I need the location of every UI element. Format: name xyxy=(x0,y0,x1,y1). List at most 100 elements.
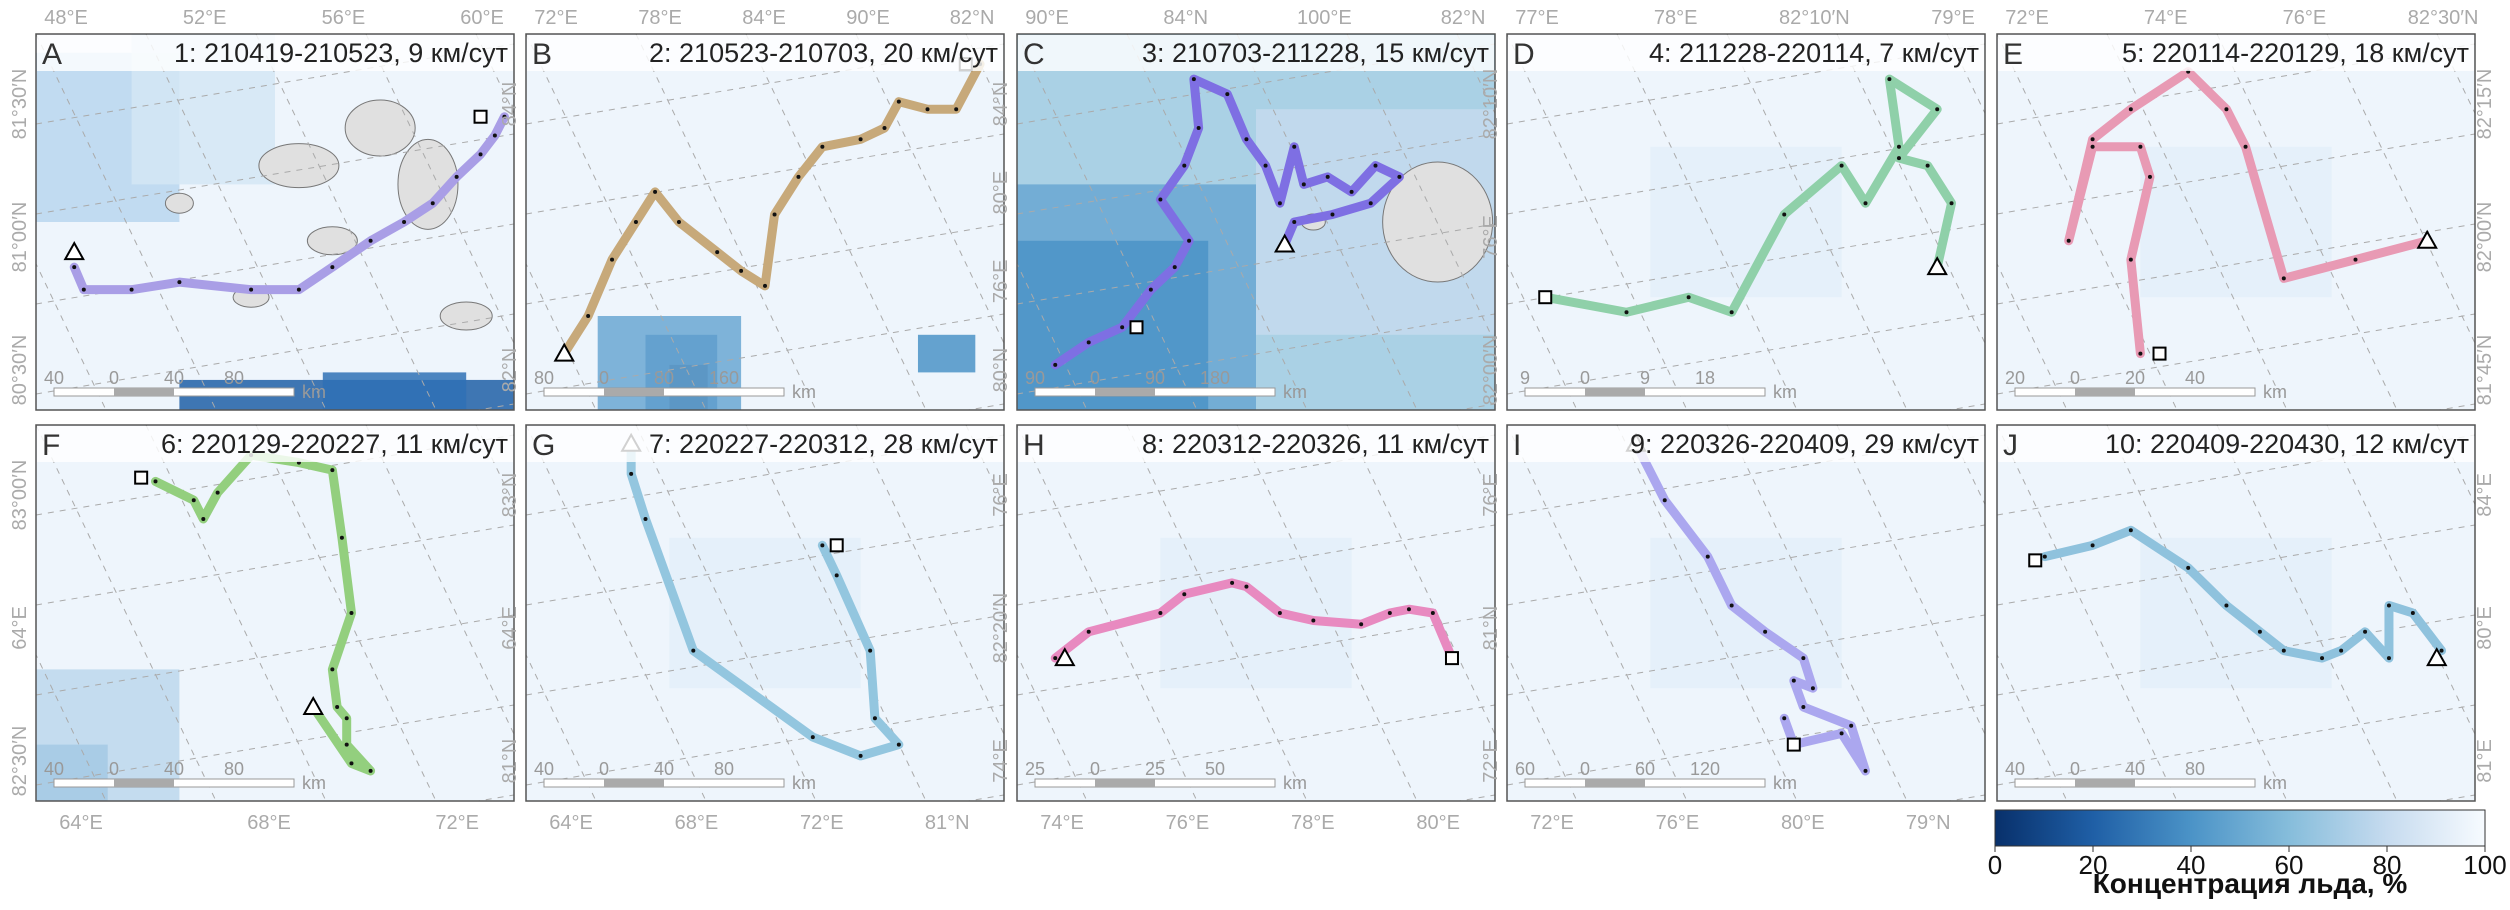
track-point xyxy=(2090,543,2095,548)
panel-frame xyxy=(1506,33,1986,411)
track-point xyxy=(191,498,196,503)
graticule-line xyxy=(1507,614,1985,696)
track-point xyxy=(1896,156,1901,161)
track-point xyxy=(1182,163,1187,168)
end-marker xyxy=(1926,256,1948,276)
track-point xyxy=(1187,238,1192,243)
scale-bar-segment xyxy=(2075,779,2135,787)
scale-unit: km xyxy=(792,382,816,402)
panel-title-bg xyxy=(1508,426,1984,462)
track-point xyxy=(1311,618,1316,623)
track-point xyxy=(1148,287,1153,292)
track-point xyxy=(478,152,483,157)
graticule-line xyxy=(475,794,514,801)
panel-title: 6: 220129-220227, 11 км/сут xyxy=(161,429,508,459)
graticule-label: 76°E xyxy=(2283,7,2327,29)
graticule-line xyxy=(1017,434,1495,516)
panel-frame xyxy=(35,33,515,411)
graticule-label: 78°E xyxy=(1654,7,1698,29)
graticule-label: 81°N xyxy=(499,739,521,784)
track-point xyxy=(1230,580,1235,585)
graticule-line xyxy=(526,43,1004,125)
track-point xyxy=(872,716,877,721)
graticule-label: 90°E xyxy=(1025,7,1069,29)
panel-letter: A xyxy=(42,38,62,71)
panel-letter: D xyxy=(1513,38,1535,71)
graticule-label: 81°30′N xyxy=(9,69,31,140)
scale-tick: 0 xyxy=(1090,368,1100,388)
track-point xyxy=(629,471,634,476)
scale-tick: 90 xyxy=(1145,368,1165,388)
track-point xyxy=(1292,144,1297,149)
map-panel-I: 60 0 60 120 km I 9: 220326-220409, 29 км/сут 72… xyxy=(1480,424,1986,834)
track-point xyxy=(2257,629,2262,634)
graticule-line xyxy=(1997,434,2475,516)
track-point xyxy=(2042,554,2047,559)
graticule-label: 84°N xyxy=(1163,7,1208,29)
graticule-line xyxy=(1017,43,1495,125)
scale-tick: 0 xyxy=(109,368,119,388)
graticule-line xyxy=(1017,704,1495,786)
graticule-label: 72°E xyxy=(534,7,578,29)
end-marker xyxy=(302,695,324,715)
track-point xyxy=(810,735,815,740)
start-marker xyxy=(1786,737,1801,752)
graticule-line xyxy=(526,434,1004,516)
graticule-line xyxy=(526,614,1004,696)
scale-tick: 40 xyxy=(2005,759,2025,779)
track-point xyxy=(2281,648,2286,653)
track-point xyxy=(1624,310,1629,315)
graticule-label: 82°10′N xyxy=(1480,69,1502,140)
panel-title-bg xyxy=(527,426,1003,462)
track-point xyxy=(796,174,801,179)
graticule-line xyxy=(36,133,514,215)
graticule-line xyxy=(1616,34,1798,410)
track-point xyxy=(1053,362,1058,367)
track-point xyxy=(2410,611,2415,615)
graticule-line xyxy=(526,34,707,410)
track-point xyxy=(1791,678,1796,683)
graticule-line xyxy=(635,34,817,410)
graticule-line xyxy=(36,34,217,410)
graticule-line xyxy=(1017,34,1198,410)
scale-tick: 60 xyxy=(1635,759,1655,779)
scale-bar-segment xyxy=(1585,779,1645,787)
scale-tick: 80 xyxy=(534,368,554,388)
track-point xyxy=(330,265,335,270)
track-point xyxy=(610,257,615,262)
scale-tick: 0 xyxy=(599,759,609,779)
graticule-line xyxy=(1126,425,1308,801)
track-point xyxy=(1244,137,1249,142)
panel-title: 3: 210703-211228, 15 км/сут xyxy=(1142,38,1489,68)
map-panel-J: 40 0 40 80 km J 10: 220409-220430, 12 км/сут84… xyxy=(1996,424,2496,802)
track-point xyxy=(1086,340,1091,345)
track-point xyxy=(1373,163,1378,168)
track-point xyxy=(430,201,435,206)
track-point xyxy=(2339,648,2344,653)
end-marker xyxy=(2416,229,2438,249)
track-point xyxy=(882,126,887,130)
scale-tick: 20 xyxy=(2125,368,2145,388)
scale-tick: 60 xyxy=(1515,759,1535,779)
panel-title-bg xyxy=(1508,35,1984,71)
panel-title-bg xyxy=(37,35,513,71)
track-point xyxy=(81,287,86,292)
track-point xyxy=(1158,611,1163,615)
graticule-label: 68°E xyxy=(675,812,719,834)
graticule-line xyxy=(145,425,327,801)
panel-frame xyxy=(1996,33,2476,411)
graticule-line xyxy=(1507,34,1511,35)
graticule-line xyxy=(1997,313,2475,395)
track-point xyxy=(2066,238,2071,243)
scale-unit: km xyxy=(2263,773,2287,793)
track-point xyxy=(1782,212,1787,217)
track-point xyxy=(1330,212,1335,217)
panel-title: 9: 220326-220409, 29 км/сут xyxy=(1630,429,1979,459)
graticule-label: 64°E xyxy=(59,812,103,834)
scale-tick: 18 xyxy=(1695,368,1715,388)
scale-tick: 0 xyxy=(109,759,119,779)
scale-tick: 40 xyxy=(534,759,554,779)
graticule-line xyxy=(1997,704,2475,786)
track-point xyxy=(72,265,77,270)
